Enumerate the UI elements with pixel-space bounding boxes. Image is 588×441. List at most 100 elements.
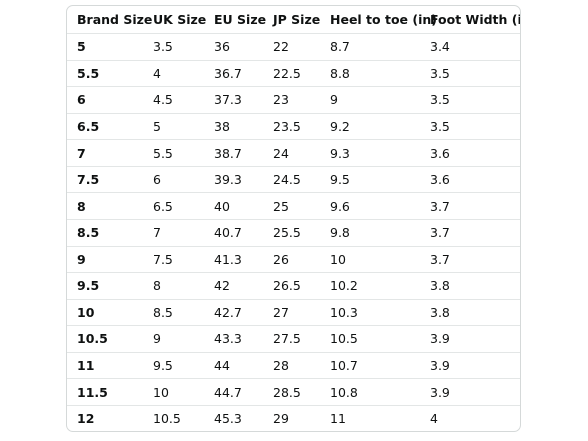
table-cell: 27 [263, 298, 320, 326]
table-cell: 10.5 [143, 404, 204, 431]
table-cell: 3.6 [420, 139, 520, 167]
size-table: Brand Size UK Size EU Size JP Size Heel to t… [67, 6, 520, 431]
table-cell: 11 [320, 404, 420, 431]
table-cell: 3.5 [420, 86, 520, 114]
header-cell: UK Size [153, 12, 207, 27]
table-cell: 41.3 [204, 245, 263, 273]
table-cell: 8.8 [320, 59, 420, 87]
table-cell: 3.9 [420, 378, 520, 406]
table-cell: 6.5 [143, 192, 204, 220]
table-cell: 7.5 [67, 165, 143, 193]
table-cell: 10.3 [320, 298, 420, 326]
table-row: 10 8.5 42.7 27 10.3 3.8 [67, 298, 520, 326]
table-cell: 44 [204, 351, 263, 379]
table-cell: 3.8 [420, 298, 520, 326]
table-cell: 9.2 [320, 112, 420, 140]
table-row: 9 7.5 41.3 26 10 3.7 [67, 245, 520, 273]
table-cell: 25.5 [263, 218, 320, 246]
table-cell: 43.3 [204, 325, 263, 353]
size-chart: Brand Size UK Size EU Size JP Size Heel to t… [66, 5, 521, 432]
table-body: 5 3.5 36 22 8.7 3.4 5.5 4 36.7 22.5 8.8 3.5 6 4.5 37.3… [67, 33, 520, 431]
table-cell: 42.7 [204, 298, 263, 326]
table-row: 12 10.5 45.3 29 11 4 [67, 404, 520, 431]
table-cell: 3.5 [420, 59, 520, 87]
table-cell: 39.3 [204, 165, 263, 193]
table-cell: 27.5 [263, 325, 320, 353]
table-row: 11.5 10 44.7 28.5 10.8 3.9 [67, 378, 520, 406]
header-cell: Foot Width (in) [430, 12, 521, 27]
table-cell: 8.5 [67, 218, 143, 246]
table-cell: 7 [143, 218, 204, 246]
table-cell: 22 [263, 33, 320, 61]
table-cell: 24.5 [263, 165, 320, 193]
table-cell: 10.2 [320, 272, 420, 300]
table-cell: 10.8 [320, 378, 420, 406]
table-cell: 5 [67, 33, 143, 61]
table-cell: 42 [204, 272, 263, 300]
table-cell: 5.5 [67, 59, 143, 87]
header-cell: JP Size [273, 12, 321, 27]
table-cell: 3.6 [420, 165, 520, 193]
table-cell: 24 [263, 139, 320, 167]
table-row: 6 4.5 37.3 23 9 3.5 [67, 86, 520, 114]
table-cell: 45.3 [204, 404, 263, 431]
table-cell: 7.5 [143, 245, 204, 273]
table-cell: 3.9 [420, 351, 520, 379]
table-cell: 10.5 [67, 325, 143, 353]
table-cell: 9.3 [320, 139, 420, 167]
header-cell: Brand Size [77, 12, 153, 27]
table-row: 5.5 4 36.7 22.5 8.8 3.5 [67, 59, 520, 87]
table-cell: 7 [67, 139, 143, 167]
table-cell: 9.5 [143, 351, 204, 379]
table-cell: 11.5 [67, 378, 143, 406]
table-cell: 36 [204, 33, 263, 61]
table-cell: 9 [320, 86, 420, 114]
table-cell: 40 [204, 192, 263, 220]
table-cell: 10.5 [320, 325, 420, 353]
table-cell: 8 [143, 272, 204, 300]
table-cell: 3.7 [420, 218, 520, 246]
table-cell: 37.3 [204, 86, 263, 114]
table-cell: 40.7 [204, 218, 263, 246]
table-row: 7 5.5 38.7 24 9.3 3.6 [67, 139, 520, 167]
table-row: 7.5 6 39.3 24.5 9.5 3.6 [67, 165, 520, 193]
header-cell: EU Size [214, 12, 267, 27]
table-cell: 29 [263, 404, 320, 431]
table-row: 9.5 8 42 26.5 10.2 3.8 [67, 272, 520, 300]
table-cell: 10 [143, 378, 204, 406]
table-cell: 9 [67, 245, 143, 273]
table-cell: 4 [143, 59, 204, 87]
table-cell: 8.7 [320, 33, 420, 61]
table-cell: 9.6 [320, 192, 420, 220]
table-row: 8.5 7 40.7 25.5 9.8 3.7 [67, 218, 520, 246]
table-cell: 23 [263, 86, 320, 114]
table-cell: 44.7 [204, 378, 263, 406]
table-cell: 4.5 [143, 86, 204, 114]
table-cell: 3.8 [420, 272, 520, 300]
table-cell: 26 [263, 245, 320, 273]
table-cell: 22.5 [263, 59, 320, 87]
table-cell: 10.7 [320, 351, 420, 379]
table-cell: 6 [143, 165, 204, 193]
table-cell: 25 [263, 192, 320, 220]
header-cell: Heel to toe (in) [330, 12, 437, 27]
table-cell: 3.4 [420, 33, 520, 61]
table-cell: 12 [67, 404, 143, 431]
table-cell: 9.5 [320, 165, 420, 193]
table-cell: 6.5 [67, 112, 143, 140]
table-cell: 6 [67, 86, 143, 114]
table-row: 5 3.5 36 22 8.7 3.4 [67, 33, 520, 61]
table-row: 8 6.5 40 25 9.6 3.7 [67, 192, 520, 220]
table-cell: 9.5 [67, 272, 143, 300]
header-row: Brand Size UK Size EU Size JP Size Heel to t… [67, 6, 520, 34]
table-cell: 3.9 [420, 325, 520, 353]
table-cell: 3.7 [420, 192, 520, 220]
table-row: 6.5 5 38 23.5 9.2 3.5 [67, 112, 520, 140]
table-cell: 11 [67, 351, 143, 379]
table-cell: 23.5 [263, 112, 320, 140]
table-cell: 3.7 [420, 245, 520, 273]
table-cell: 5.5 [143, 139, 204, 167]
table-cell: 38.7 [204, 139, 263, 167]
table-cell: 8.5 [143, 298, 204, 326]
